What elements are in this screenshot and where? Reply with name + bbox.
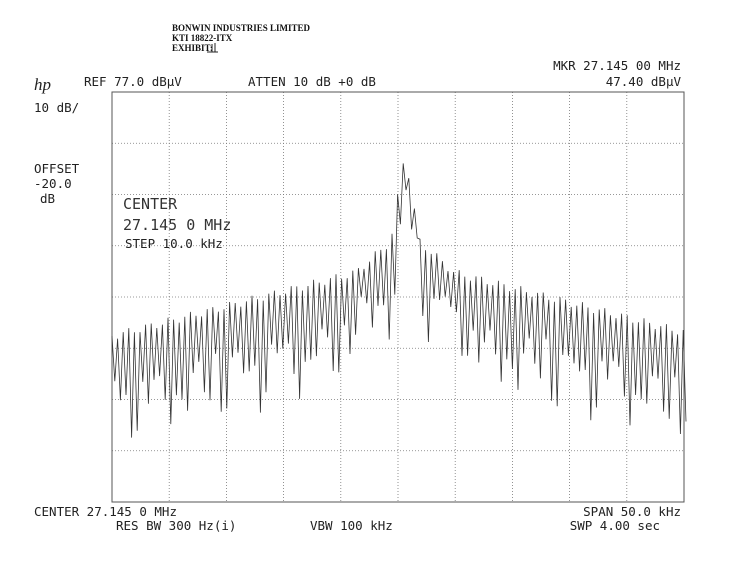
offset-label: OFFSET	[34, 161, 80, 176]
res-bw: RES BW 300 Hz(i)	[116, 518, 236, 533]
company: BONWIN INDUSTRIES LIMITED	[172, 23, 311, 33]
screen	[111, 91, 687, 503]
screen-border	[111, 91, 685, 503]
marker-frequency: MKR 27.145 00 MHz	[553, 58, 681, 73]
hp-logo: hp	[34, 75, 51, 94]
marker-level: 47.40 dBµV	[606, 74, 682, 89]
center-label: CENTER	[123, 195, 178, 213]
attenuation: ATTEN 10 dB +0 dB	[248, 74, 376, 89]
scale: 10 dB/	[34, 100, 79, 115]
span: SPAN 50.0 kHz	[583, 504, 681, 519]
center-frequency: CENTER 27.145 0 MHz	[34, 504, 177, 519]
ref-level: REF 77.0 dBµV	[84, 74, 182, 89]
reference: KTI 18822-ITX	[172, 33, 233, 43]
offset-unit: dB	[40, 191, 55, 206]
handwritten-mark	[207, 43, 218, 53]
exhibit-label: EXHIBIT:	[172, 43, 213, 53]
offset-value: -20.0	[34, 176, 72, 191]
vbw: VBW 100 kHz	[310, 518, 393, 533]
trace	[111, 163, 687, 438]
sweep: SWP 4.00 sec	[570, 518, 660, 533]
center-value: 27.145 0 MHz	[123, 216, 231, 234]
step: STEP 10.0 kHz	[125, 236, 223, 251]
